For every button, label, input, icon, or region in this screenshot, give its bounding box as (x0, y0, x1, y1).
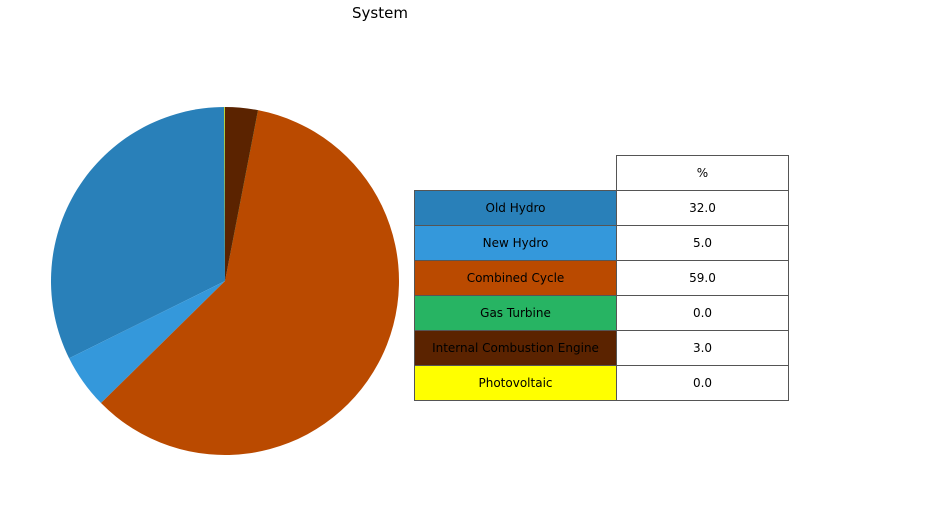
table-row-gas-turbine: Gas Turbine 0.0 (414, 295, 789, 331)
table-row-photovoltaic: Photovoltaic 0.0 (414, 365, 789, 401)
legend-label-gas-turbine: Gas Turbine (414, 295, 617, 331)
pie-slice-new-hydro (69, 281, 226, 404)
table-row-internal-combustion-engine: Internal Combustion Engine 3.0 (414, 330, 789, 366)
legend-value-new-hydro: 5.0 (616, 225, 789, 261)
legend-value-internal-combustion-engine: 3.0 (616, 330, 789, 366)
legend-value-combined-cycle: 59.0 (616, 260, 789, 296)
table-row-old-hydro: Old Hydro 32.0 (414, 190, 789, 226)
legend-label-photovoltaic: Photovoltaic (414, 365, 617, 401)
pie-slice-old-hydro (51, 107, 225, 359)
legend-label-old-hydro: Old Hydro (414, 190, 617, 226)
legend-label-combined-cycle: Combined Cycle (414, 260, 617, 296)
pie-slice-photovoltaic (224, 107, 225, 281)
table-header-row: % (415, 155, 789, 191)
pie-slices (51, 107, 399, 455)
legend-value-gas-turbine: 0.0 (616, 295, 789, 331)
legend-table: % Old Hydro 32.0 New Hydro 5.0 Combined Cycl… (414, 155, 789, 401)
table-row-new-hydro: New Hydro 5.0 (414, 225, 789, 261)
pie-slice-internal-combustion-engine (225, 107, 258, 281)
chart-title: System (352, 4, 408, 22)
legend-label-new-hydro: New Hydro (414, 225, 617, 261)
table-row-combined-cycle: Combined Cycle 59.0 (414, 260, 789, 296)
table-header-percent: % (616, 155, 789, 191)
legend-value-old-hydro: 32.0 (616, 190, 789, 226)
pie-slice-combined-cycle (100, 110, 399, 455)
table-corner (415, 156, 617, 191)
legend-value-photovoltaic: 0.0 (616, 365, 789, 401)
legend-label-internal-combustion-engine: Internal Combustion Engine (414, 330, 617, 366)
